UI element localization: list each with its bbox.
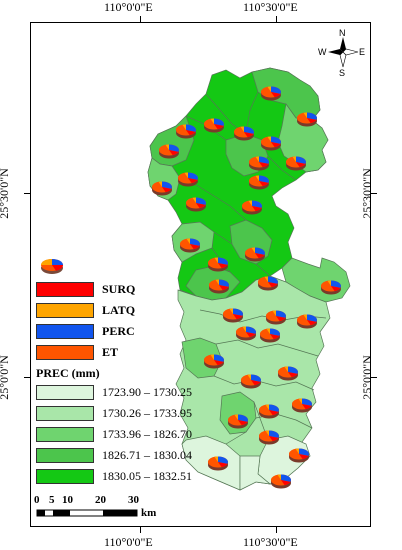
tick-top-110-30 (276, 16, 277, 22)
pie-chart-subbasin (259, 404, 279, 419)
legend-prec-swatch-1 (36, 385, 94, 400)
legend-row-surq: SURQ (36, 282, 135, 297)
legend-prec-label-3: 1733.96 – 1826.70 (102, 427, 192, 441)
tick-right-25-30 (371, 193, 377, 194)
pie-chart-subbasin (186, 197, 207, 212)
tick-left-25-30 (24, 193, 30, 194)
pie-chart-subbasin (249, 156, 269, 171)
scale-tick-0: 0 (34, 494, 40, 506)
north-arrow (328, 37, 359, 68)
pie-chart-subbasin (260, 328, 280, 343)
legend-prec-label-4: 1826.71 – 1830.04 (102, 448, 192, 462)
legend-pie-icon (41, 259, 64, 274)
top-label-110-30: 110°30'0"E (243, 0, 298, 14)
legend-label-surq: SURQ (102, 282, 136, 296)
scale-tick-30: 30 (128, 494, 139, 506)
pie-chart-subbasin (178, 172, 198, 187)
legend-prec-label-1: 1723.90 – 1730.25 (102, 385, 192, 399)
legend-prec-row-3: 1733.96 – 1826.70 (36, 427, 192, 442)
pie-chart-subbasin (266, 310, 286, 325)
pie-chart-subbasin (286, 156, 307, 171)
legend-swatch-surq (36, 282, 94, 297)
north-arrow-n: N (339, 28, 346, 38)
legend-row-latq: LATQ (36, 303, 135, 318)
legend-row-perc: PERC (36, 324, 135, 339)
pie-chart-subbasin (209, 279, 229, 294)
legend-prec-swatch-4 (36, 448, 94, 463)
pie-chart-subbasin (259, 430, 279, 445)
pie-chart-subbasin (261, 86, 281, 101)
pie-chart-subbasin (258, 276, 278, 291)
pie-chart-subbasin (249, 175, 269, 190)
legend-prec-label-2: 1730.26 – 1733.95 (102, 406, 192, 420)
pie-chart-subbasin (236, 326, 256, 341)
legend-label-et: ET (102, 345, 119, 359)
legend-swatch-latq (36, 303, 94, 318)
north-arrow-s: S (339, 68, 345, 78)
north-arrow-e: E (359, 47, 365, 57)
legend-prec-swatch-3 (36, 427, 94, 442)
pie-chart-subbasin (321, 280, 341, 295)
scale-unit: km (141, 507, 157, 519)
scale-tick-20: 20 (95, 494, 106, 506)
pie-chart-subbasin (204, 354, 224, 369)
legend-row-et: ET (36, 345, 118, 360)
pie-chart-subbasin (204, 118, 224, 133)
legend-prec-swatch-5 (36, 469, 94, 484)
bottom-label-110-30: 110°30'0"E (243, 535, 298, 549)
pie-chart-subbasin (228, 414, 248, 429)
pie-chart-subbasin (297, 314, 317, 329)
legend-swatch-et (36, 345, 94, 360)
legend-prec-label-5: 1830.05 – 1832.51 (102, 469, 192, 483)
legend-prec-row-1: 1723.90 – 1730.25 (36, 385, 192, 400)
legend-swatch-perc (36, 324, 94, 339)
tick-bottom-110-30 (276, 527, 277, 533)
pie-chart-subbasin (241, 374, 261, 389)
pie-chart-subbasin (152, 181, 172, 196)
tick-right-25 (371, 377, 377, 378)
pie-chart-subbasin (234, 126, 255, 141)
legend-prec-swatch-2 (36, 406, 94, 421)
pie-chart-subbasin (292, 398, 312, 413)
pie-chart-subbasin (289, 448, 309, 463)
legend-label-perc: PERC (102, 324, 135, 338)
legend-label-latq: LATQ (102, 303, 136, 317)
pie-chart-subbasin (180, 238, 201, 253)
tick-top-110 (140, 16, 141, 22)
tick-left-25 (24, 377, 30, 378)
pie-chart-subbasin (208, 456, 228, 471)
pie-chart-layer (152, 86, 341, 489)
legend-prec-row-4: 1826.71 – 1830.04 (36, 448, 192, 463)
scale-tick-10: 10 (62, 494, 73, 506)
pie-chart-subbasin (261, 136, 281, 151)
pie-chart-subbasin (271, 474, 291, 489)
legend-prec-row-5: 1830.05 – 1832.51 (36, 469, 192, 484)
top-label-110: 110°0'0"E (104, 0, 153, 14)
subbasin-south-6 (239, 455, 272, 491)
pie-chart-subbasin (297, 112, 317, 127)
legend-prec-row-2: 1730.26 – 1733.95 (36, 406, 192, 421)
pie-chart-subbasin (159, 144, 179, 159)
pie-chart-subbasin (208, 257, 228, 272)
legend-prec-title: PREC (mm) (36, 366, 100, 380)
pie-chart-subbasin (278, 366, 299, 381)
tick-bottom-110 (140, 527, 141, 533)
pie-chart-subbasin (223, 308, 243, 323)
pie-chart-subbasin (242, 200, 262, 215)
north-arrow-w: W (318, 47, 327, 57)
bottom-label-110: 110°0'0"E (104, 535, 153, 549)
pie-chart-subbasin (176, 124, 196, 139)
scale-tick-5: 5 (49, 494, 55, 506)
pie-chart-subbasin (245, 247, 266, 262)
